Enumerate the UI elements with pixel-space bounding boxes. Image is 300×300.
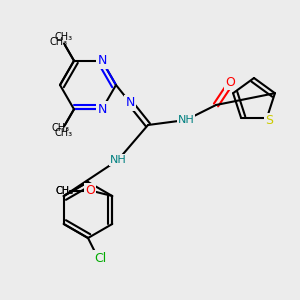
Text: N: N <box>97 54 107 67</box>
Text: N: N <box>126 97 135 110</box>
Text: N: N <box>97 103 107 116</box>
Text: CH₃: CH₃ <box>52 123 70 133</box>
Text: CH₃: CH₃ <box>55 128 73 138</box>
Text: CH₃: CH₃ <box>55 186 73 196</box>
Text: Cl: Cl <box>94 251 106 265</box>
Text: CH₃: CH₃ <box>50 37 68 47</box>
Text: CH₃: CH₃ <box>55 32 73 42</box>
Text: O: O <box>85 184 95 197</box>
Text: NH: NH <box>178 115 194 125</box>
Text: S: S <box>265 114 273 127</box>
Text: O: O <box>225 76 235 88</box>
Text: CH₃: CH₃ <box>55 186 73 196</box>
Text: NH: NH <box>110 155 126 165</box>
